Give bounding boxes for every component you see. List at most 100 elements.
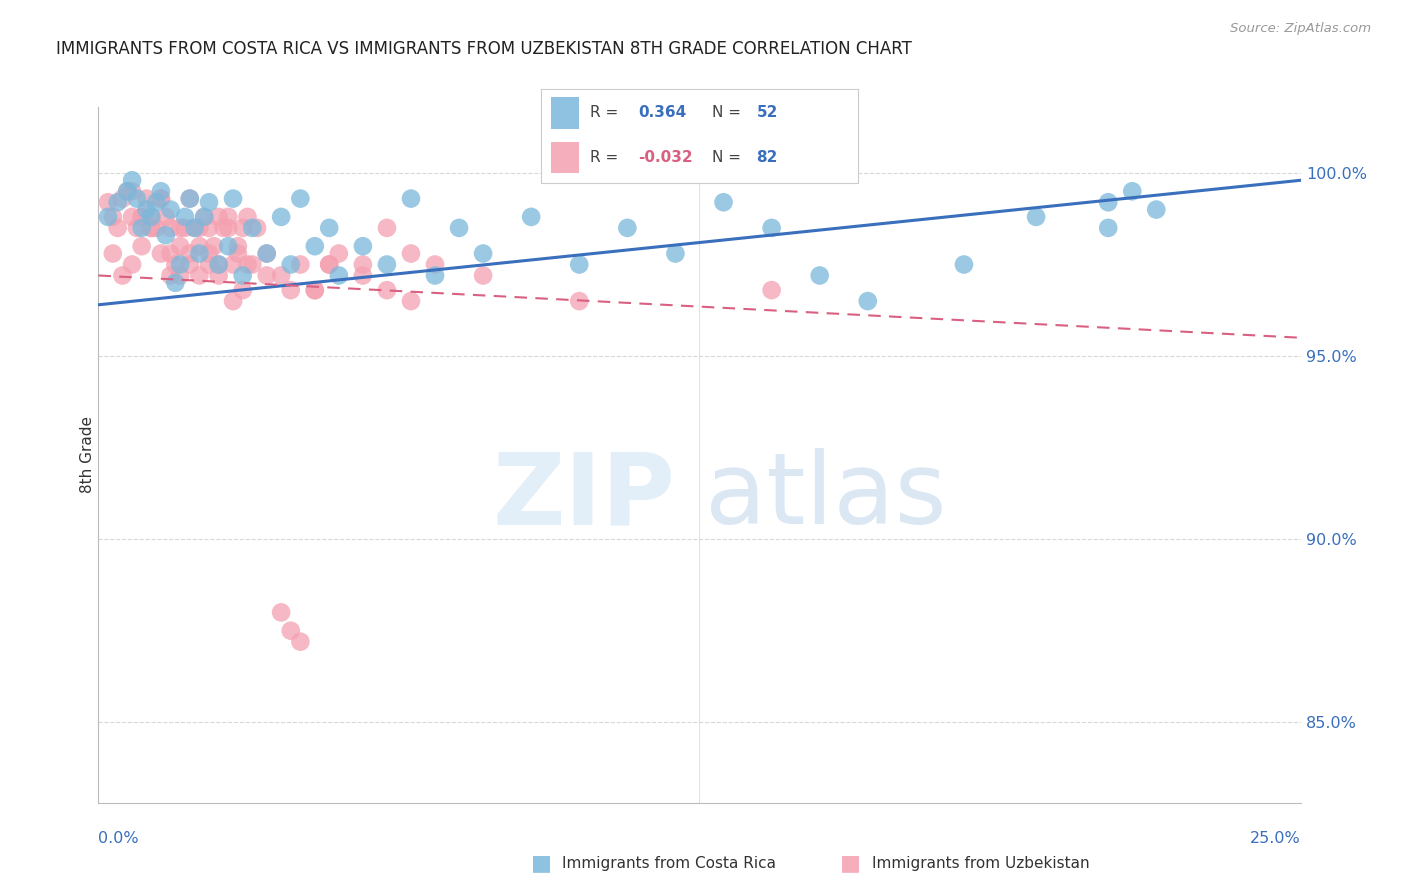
Point: [101, 210, 124, 224]
Point: [280, 283, 302, 297]
Point: [111, 268, 134, 283]
Point: [240, 220, 263, 235]
Text: 25.0%: 25.0%: [1250, 831, 1301, 847]
Y-axis label: 8th Grade: 8th Grade: [80, 417, 94, 493]
Point: [352, 268, 374, 283]
Point: [159, 220, 181, 235]
Point: [174, 210, 197, 224]
Point: [232, 268, 254, 283]
Point: [304, 283, 326, 297]
Point: [125, 192, 148, 206]
Point: [713, 195, 735, 210]
Point: [318, 220, 340, 235]
Point: [149, 246, 172, 260]
Point: [107, 220, 129, 235]
Point: [101, 246, 124, 260]
Point: [953, 258, 976, 272]
Point: [159, 268, 181, 283]
Point: [256, 268, 278, 283]
Point: [352, 258, 374, 272]
Point: [193, 210, 215, 224]
Point: [121, 258, 143, 272]
Point: [131, 210, 153, 224]
Point: [141, 210, 163, 224]
Point: [208, 258, 231, 272]
Point: [290, 258, 312, 272]
Text: Immigrants from Costa Rica: Immigrants from Costa Rica: [562, 856, 776, 871]
Point: [183, 220, 205, 235]
Point: [159, 246, 181, 260]
Point: [125, 220, 148, 235]
Text: 0.0%: 0.0%: [98, 831, 139, 847]
Text: ■: ■: [841, 854, 860, 873]
Point: [447, 220, 470, 235]
Point: [121, 173, 143, 187]
Point: [304, 239, 326, 253]
Point: [761, 220, 783, 235]
Point: [117, 184, 139, 198]
Point: [135, 192, 157, 206]
Point: [183, 220, 205, 235]
Point: [318, 258, 340, 272]
Point: [188, 239, 211, 253]
Point: [664, 246, 686, 260]
Point: [111, 192, 134, 206]
Point: [155, 228, 177, 243]
Text: Immigrants from Uzbekistan: Immigrants from Uzbekistan: [872, 856, 1090, 871]
Point: [236, 210, 259, 224]
Point: [141, 220, 163, 235]
Point: [1144, 202, 1167, 217]
Point: [145, 220, 167, 235]
Point: [304, 283, 326, 297]
Point: [270, 606, 292, 620]
Text: -0.032: -0.032: [638, 150, 692, 165]
Text: ■: ■: [531, 854, 551, 873]
Bar: [551, 96, 579, 128]
Point: [1097, 220, 1119, 235]
Point: [222, 192, 245, 206]
Point: [145, 195, 167, 210]
Point: [222, 294, 245, 309]
Text: Source: ZipAtlas.com: Source: ZipAtlas.com: [1230, 22, 1371, 36]
Point: [149, 184, 172, 198]
Point: [97, 210, 120, 224]
Point: [222, 258, 245, 272]
Point: [375, 258, 398, 272]
Point: [290, 192, 312, 206]
Point: [399, 294, 422, 309]
Point: [761, 283, 783, 297]
Point: [179, 258, 201, 272]
Text: IMMIGRANTS FROM COSTA RICA VS IMMIGRANTS FROM UZBEKISTAN 8TH GRADE CORRELATION C: IMMIGRANTS FROM COSTA RICA VS IMMIGRANTS…: [56, 40, 912, 58]
Point: [318, 258, 340, 272]
Point: [217, 239, 239, 253]
Point: [179, 246, 201, 260]
Point: [212, 220, 235, 235]
Text: R =: R =: [591, 105, 619, 120]
Point: [165, 258, 187, 272]
Point: [121, 210, 143, 224]
Point: [169, 220, 191, 235]
Text: R =: R =: [591, 150, 619, 165]
Point: [217, 220, 239, 235]
Point: [198, 258, 221, 272]
Point: [141, 210, 163, 224]
Text: N =: N =: [713, 150, 741, 165]
Point: [169, 239, 191, 253]
Point: [198, 220, 221, 235]
Point: [246, 220, 269, 235]
Point: [165, 276, 187, 290]
Point: [202, 239, 225, 253]
Point: [179, 192, 201, 206]
Point: [808, 268, 831, 283]
Point: [193, 210, 215, 224]
Point: [217, 210, 239, 224]
Text: ZIP: ZIP: [492, 448, 675, 545]
Point: [236, 258, 259, 272]
Point: [131, 210, 153, 224]
Point: [256, 246, 278, 260]
Point: [1097, 195, 1119, 210]
Point: [169, 268, 191, 283]
Point: [280, 624, 302, 638]
Point: [174, 220, 197, 235]
Point: [135, 202, 157, 217]
